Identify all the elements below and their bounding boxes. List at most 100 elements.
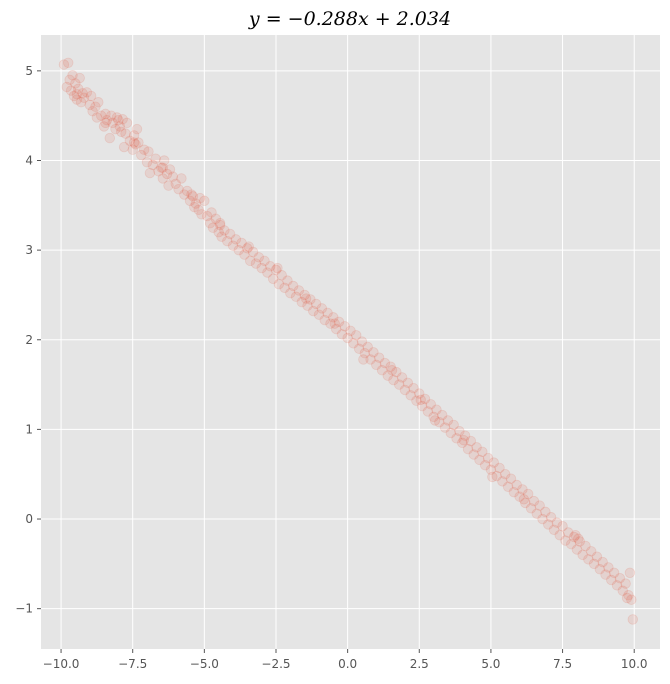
scatter-point: [434, 417, 445, 428]
scatter-point: [84, 99, 95, 111]
scatter-point: [308, 305, 319, 317]
scatter-point: [87, 105, 98, 117]
scatter-point: [104, 132, 115, 144]
x-tick-label: 0.0: [338, 657, 357, 671]
scatter-point: [554, 529, 565, 541]
scatter-point: [176, 173, 187, 184]
scatter-point: [63, 57, 74, 68]
scatter-point: [620, 578, 631, 589]
scatter-point: [439, 422, 451, 433]
scatter-point: [577, 549, 588, 561]
scatter-point: [540, 506, 551, 518]
scatter-point: [302, 300, 313, 311]
scatter-point: [262, 267, 273, 278]
scatter-point: [190, 198, 201, 209]
scatter-point: [91, 112, 103, 123]
scatter-point: [414, 388, 425, 399]
scatter-point: [287, 280, 299, 292]
scatter-point: [128, 137, 140, 148]
scatter-point: [199, 195, 210, 207]
scatter-point: [405, 390, 416, 401]
scatter-point: [163, 180, 174, 191]
scatter-point: [534, 500, 545, 511]
scatter-point: [362, 341, 373, 353]
scatter-point: [71, 94, 83, 105]
scatter-point: [614, 572, 626, 584]
scatter-point: [537, 513, 548, 525]
scatter-point: [143, 146, 154, 157]
scatter-point: [253, 252, 264, 263]
scatter-point: [557, 521, 568, 532]
scatter-point: [243, 241, 254, 252]
scatter-point: [214, 218, 226, 229]
scatter-point: [128, 130, 140, 141]
scatter-point: [348, 338, 359, 349]
scatter-point: [583, 554, 594, 565]
scatter-point: [419, 393, 431, 405]
scatter-point: [454, 425, 465, 437]
scatter-point: [411, 395, 422, 406]
x-tick-label: −10.0: [43, 657, 80, 671]
scatter-point: [136, 149, 147, 161]
scatter-point: [488, 457, 499, 468]
scatter-point: [351, 330, 362, 341]
scatter-point: [573, 533, 584, 544]
scatter-point: [457, 437, 468, 449]
scatter-point: [147, 159, 158, 171]
scatter-point: [114, 121, 126, 132]
scatter-point: [214, 219, 226, 231]
scatter-point: [586, 546, 597, 557]
scatter-point: [487, 471, 498, 483]
y-tick-label: 3: [25, 243, 33, 257]
scatter-point: [141, 157, 153, 168]
scatter-point: [580, 540, 591, 552]
scatter-point: [621, 592, 633, 604]
scatter-point: [85, 90, 97, 102]
scatter-point: [67, 70, 78, 81]
scatter-point: [396, 372, 408, 383]
scatter-point: [233, 244, 244, 256]
scatter-point: [588, 558, 600, 570]
scatter-point: [230, 234, 242, 245]
y-tick-label: 1: [25, 422, 33, 436]
scatter-point: [376, 365, 388, 376]
scatter-point: [239, 249, 250, 260]
scatter-point: [204, 218, 216, 229]
x-axis: −10.0 −7.5 −5.0 −2.5 0.0 2.5 5.0 7.5 10.0: [43, 649, 648, 671]
scatter-point: [518, 494, 530, 505]
scatter-point: [551, 517, 563, 528]
scatter-point: [617, 585, 628, 596]
scatter-point: [173, 183, 184, 195]
scatter-point: [71, 88, 83, 100]
scatter-point: [224, 228, 236, 240]
scatter-point: [170, 178, 181, 189]
scatter-point: [494, 462, 505, 474]
scatter-point: [468, 449, 479, 460]
scatter-point: [408, 382, 419, 394]
scatter-point: [216, 231, 227, 242]
scatter-point: [627, 614, 638, 625]
y-axis: −1 0 1 2 3 4 5: [15, 64, 41, 616]
scatter-point: [382, 370, 393, 381]
scatter-point: [342, 332, 353, 344]
y-tick-label: 4: [25, 153, 33, 167]
scatter-point: [156, 162, 167, 173]
scatter-point: [528, 495, 540, 507]
scatter-point: [120, 128, 131, 139]
scatter-point: [179, 189, 190, 200]
scatter-point: [95, 110, 107, 121]
scatter-point: [479, 460, 491, 471]
scatter-point: [543, 519, 554, 530]
chart-title: y = −0.288x + 2.034: [248, 8, 451, 30]
scatter-point: [568, 531, 580, 543]
scatter-point: [500, 469, 511, 480]
scatter-point: [313, 309, 325, 320]
scatter-point: [497, 476, 508, 487]
scatter-point: [485, 464, 497, 475]
scatter-point: [431, 404, 442, 415]
scatter-point: [482, 452, 494, 464]
scatter-point: [373, 352, 385, 363]
scatter-point: [270, 264, 282, 276]
scatter-point: [388, 374, 399, 386]
scatter-point: [531, 508, 542, 519]
